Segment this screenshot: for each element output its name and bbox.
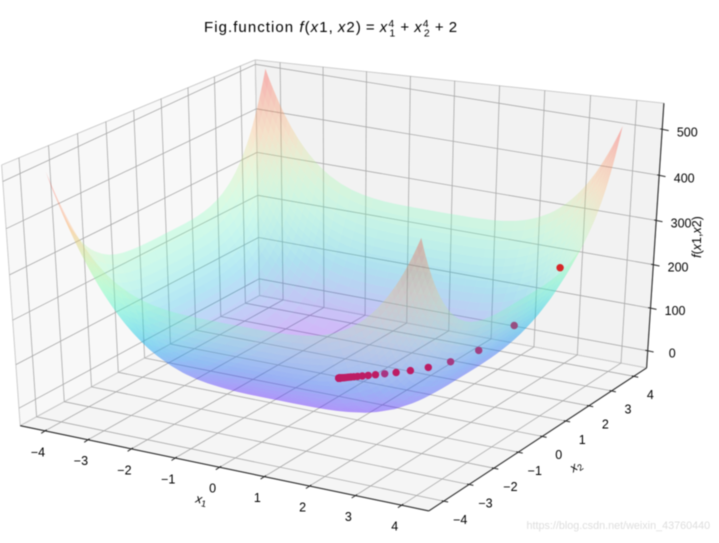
svg-text:−2: −2 [117, 463, 131, 477]
svg-text:−1: −1 [528, 464, 542, 478]
svg-text:1: 1 [579, 433, 586, 447]
svg-text:500: 500 [677, 125, 698, 139]
svg-text:3: 3 [625, 403, 632, 417]
svg-text:−2: −2 [503, 480, 517, 494]
svg-text:−1: −1 [161, 472, 175, 486]
svg-text:−4: −4 [31, 445, 45, 459]
svg-text:0: 0 [209, 482, 216, 496]
svg-text:2: 2 [299, 500, 306, 514]
svg-text:f(x1,x2): f(x1,x2) [690, 216, 704, 258]
svg-text:4: 4 [391, 520, 398, 534]
svg-text:Fig.function f(x1, x2) = x41 +: Fig.function f(x1, x2) = x4 1 + x4 2 + 2 [204, 18, 458, 40]
svg-text:1: 1 [254, 491, 261, 505]
svg-text:4: 4 [647, 388, 654, 402]
svg-text:−4: −4 [453, 513, 467, 527]
svg-text:−3: −3 [74, 454, 88, 468]
svg-text:https://blog.csdn.net/weixin_4: https://blog.csdn.net/weixin_43760440 [526, 520, 710, 532]
svg-text:400: 400 [674, 171, 695, 185]
svg-text:300: 300 [671, 216, 692, 230]
svg-text:100: 100 [665, 304, 686, 318]
svg-text:−3: −3 [478, 496, 492, 510]
svg-text:2: 2 [602, 418, 609, 432]
svg-text:3: 3 [345, 510, 352, 524]
svg-text:0: 0 [555, 448, 562, 462]
svg-text:200: 200 [668, 261, 689, 275]
svg-text:0: 0 [669, 347, 676, 361]
svg-text:x1: x1 [193, 491, 208, 509]
